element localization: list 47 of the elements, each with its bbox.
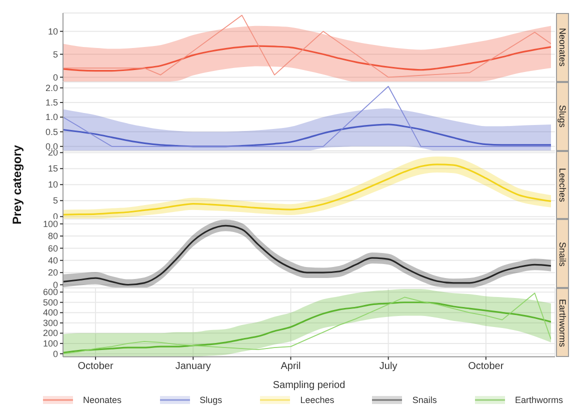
y-tick-label: 60 bbox=[48, 244, 58, 254]
x-tick-label: July bbox=[379, 361, 398, 372]
legend-label: Leeches bbox=[300, 394, 334, 406]
y-tick-label: 0.0 bbox=[46, 141, 58, 152]
y-tick-label: 300 bbox=[43, 318, 58, 328]
text: Earthworms bbox=[558, 298, 568, 347]
legend-label: Snails bbox=[412, 394, 437, 406]
y-tick-label: 400 bbox=[43, 308, 58, 318]
text: Slugs bbox=[558, 104, 568, 128]
x-tick-label: October bbox=[78, 361, 114, 372]
text: Neonates bbox=[558, 28, 568, 67]
legend-label: Neonates bbox=[83, 394, 122, 406]
y-tick-label: 0 bbox=[53, 211, 58, 222]
y-tick-label: 10 bbox=[48, 179, 58, 190]
y-tick-label: 10 bbox=[48, 26, 58, 36]
line-series bbox=[63, 163, 551, 216]
x-tick-label: April bbox=[280, 361, 301, 372]
legend-label: Earthworms bbox=[514, 394, 563, 406]
x-tick-label: October bbox=[468, 361, 504, 372]
line-series bbox=[63, 45, 551, 72]
y-tick-label: 0.5 bbox=[46, 126, 58, 137]
y-tick-label: 20 bbox=[48, 268, 58, 278]
x-tick-label: January bbox=[175, 361, 211, 372]
y-tick-label: 100 bbox=[43, 219, 58, 230]
y-tick-label: 2.0 bbox=[46, 82, 58, 93]
legend-label: Slugs bbox=[200, 394, 222, 406]
text: Snails bbox=[558, 242, 568, 266]
line-series bbox=[63, 14, 551, 78]
y-tick-label: 0 bbox=[53, 348, 58, 359]
y-tick-label: 600 bbox=[43, 287, 58, 298]
y-tick-label: 0 bbox=[53, 72, 58, 82]
text: Leeches bbox=[558, 168, 568, 202]
y-axis-title: Prey category bbox=[10, 145, 24, 225]
line-series bbox=[63, 86, 551, 147]
y-tick-label: 1.5 bbox=[46, 97, 58, 108]
y-tick-label: 500 bbox=[43, 298, 58, 308]
y-tick-label: 5 bbox=[53, 49, 58, 60]
y-tick-label: 5 bbox=[53, 195, 58, 206]
line-series bbox=[63, 302, 551, 354]
y-tick-label: 1.0 bbox=[46, 112, 58, 122]
x-axis-title: Sampling period bbox=[272, 380, 346, 392]
y-tick-label: 80 bbox=[48, 231, 58, 242]
y-tick-label: 40 bbox=[48, 256, 58, 266]
line-series bbox=[63, 123, 551, 148]
y-tick-label: 200 bbox=[43, 328, 58, 338]
y-tick-label: 100 bbox=[43, 338, 58, 349]
y-tick-label: 15 bbox=[48, 163, 58, 174]
